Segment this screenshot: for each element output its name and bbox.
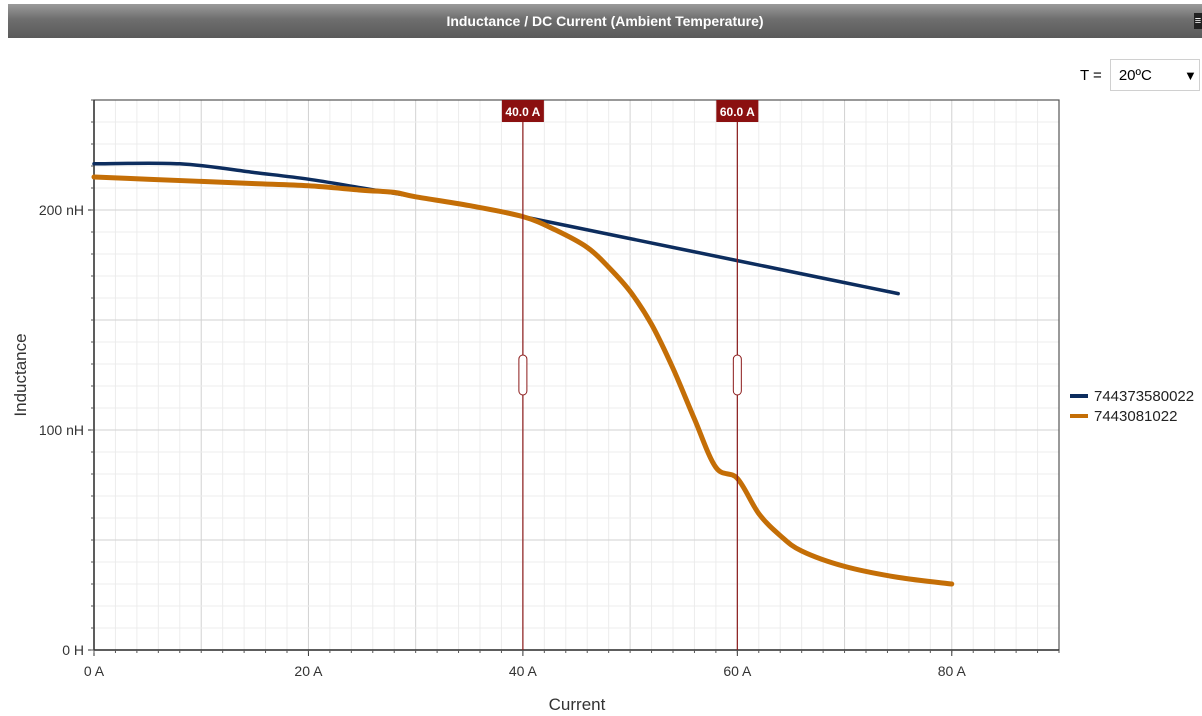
cursor-handle[interactable]	[732, 354, 742, 396]
y-tick-label: 200 nH	[39, 202, 84, 218]
legend-swatch	[1070, 414, 1088, 418]
temperature-label: T =	[1080, 66, 1102, 84]
legend-swatch	[1070, 394, 1088, 398]
temperature-value: 20ºC	[1118, 66, 1152, 84]
x-tick-label: 60 A	[723, 663, 752, 679]
cursor-label: 60.0 A	[720, 105, 755, 119]
chart-title: Inductance / DC Current (Ambient Tempera…	[446, 13, 764, 29]
series-line-2	[91, 174, 955, 587]
y-tick-label: 0 H	[62, 642, 84, 658]
triangle-down-icon: ▼	[1183, 67, 1197, 83]
legend-item[interactable]: 7443081022	[1070, 406, 1194, 426]
cursor-label-box[interactable]	[716, 100, 759, 122]
legend-label: 744373580022	[1094, 387, 1195, 405]
legend: 744373580022 7443081022	[1070, 386, 1194, 426]
x-axis-label: Current	[549, 695, 606, 714]
cursor-label-box[interactable]	[501, 100, 544, 122]
cursor-handle[interactable]	[518, 354, 528, 396]
x-tick-label: 80 A	[938, 663, 967, 679]
y-tick-label: 100 nH	[39, 422, 84, 438]
series-lines	[91, 161, 955, 587]
temperature-select[interactable]: 20ºC ▼	[1109, 59, 1200, 91]
legend-label: 7443081022	[1094, 407, 1178, 425]
x-tick-label: 40 A	[509, 663, 538, 679]
cursor-label: 40.0 A	[505, 105, 540, 119]
legend-item[interactable]: 744373580022	[1070, 386, 1194, 406]
menu-icon[interactable]: ≡	[1194, 13, 1202, 29]
axes: 0 A 20 A 40 A 60 A 80 A 0 H 100 nH 200 nH	[39, 99, 1060, 679]
temperature-control: T = 20ºC ▼	[1080, 58, 1200, 92]
x-tick-label: 0 A	[84, 663, 105, 679]
x-tick-label: 20 A	[294, 663, 323, 679]
y-axis-label: Inductance	[11, 333, 30, 416]
chart-title-bar: Inductance / DC Current (Ambient Tempera…	[8, 4, 1202, 38]
cursors: 40.0 A 60.0 A	[501, 100, 759, 650]
